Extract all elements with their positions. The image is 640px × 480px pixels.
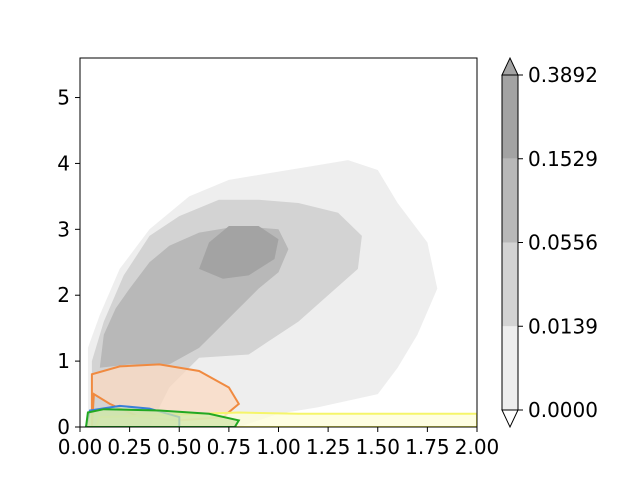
colorbar-segment: [502, 158, 518, 243]
colorbar-tick-label: 0.1529: [528, 147, 598, 171]
colorbar-segment: [502, 75, 518, 159]
x-tick-label: 0.25: [107, 435, 152, 459]
x-tick-label: 2.00: [455, 435, 500, 459]
contour-line-4: [84, 408, 241, 427]
colorbar-segment: [502, 326, 518, 410]
colorbar-tick-label: 0.0000: [528, 398, 598, 422]
x-tick-label: 1.50: [355, 435, 400, 459]
density-region-level-4: [199, 226, 279, 279]
x-tick-label: 1.25: [306, 435, 351, 459]
x-tick-label: 0.50: [157, 435, 202, 459]
x-tick-label: 1.75: [405, 435, 450, 459]
y-tick-label: 4: [57, 151, 70, 175]
y-axis: 0 1 2 3 4 5: [57, 86, 80, 439]
y-tick-label: 3: [57, 217, 70, 241]
plot-area: [84, 160, 477, 427]
y-tick-label: 2: [57, 283, 70, 307]
colorbar-extend-max: [501, 56, 519, 76]
colorbar-tick-label: 0.3892: [528, 63, 598, 87]
colorbar-segment: [502, 242, 518, 327]
colorbar-extend-min: [501, 409, 519, 429]
y-tick-label: 1: [57, 349, 70, 373]
x-axis: 0.00 0.25 0.50 0.75 1.00 1.25 1.50 1.75 2.00: [58, 427, 500, 459]
colorbar: 0.0000 0.0139 0.0556 0.1529 0.3892: [501, 56, 598, 429]
y-tick-label: 5: [57, 86, 70, 110]
x-tick-label: 0.00: [58, 435, 103, 459]
x-tick-label: 1.00: [256, 435, 301, 459]
x-tick-label: 0.75: [207, 435, 252, 459]
colorbar-tick-label: 0.0556: [528, 231, 598, 255]
y-tick-label: 0: [57, 415, 70, 439]
colorbar-tick-label: 0.0139: [528, 314, 598, 338]
